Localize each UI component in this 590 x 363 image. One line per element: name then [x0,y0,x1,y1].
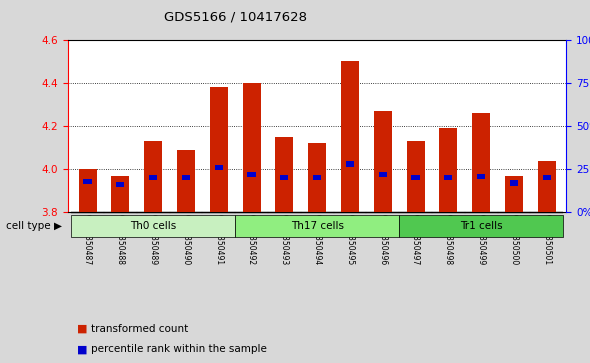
Bar [537,161,556,212]
Bar [182,175,190,180]
Bar [149,175,157,180]
FancyBboxPatch shape [235,215,399,237]
Bar [242,83,261,212]
Text: ▶: ▶ [54,221,62,231]
Text: transformed count: transformed count [91,323,189,334]
Bar [543,175,551,180]
Bar [247,172,255,177]
Bar [280,175,289,180]
Text: cell type: cell type [6,221,51,231]
Bar [505,176,523,212]
Bar [276,137,293,212]
Bar [313,175,321,180]
Bar [477,174,485,179]
Bar [407,141,425,212]
Bar [346,162,354,167]
Text: Th0 cells: Th0 cells [130,221,176,231]
Text: ■: ■ [77,323,87,334]
Bar [144,141,162,212]
Text: ■: ■ [77,344,87,354]
Bar [341,61,359,212]
Bar [472,113,490,212]
Bar [440,128,457,212]
Bar [177,150,195,212]
Bar [379,172,387,177]
Bar [373,111,392,212]
Text: Tr1 cells: Tr1 cells [460,221,503,231]
Bar [112,176,129,212]
Text: Th17 cells: Th17 cells [291,221,343,231]
Bar [308,143,326,212]
Bar [209,87,228,212]
Bar [411,175,419,180]
Bar [444,175,453,180]
FancyBboxPatch shape [71,215,235,237]
FancyBboxPatch shape [399,215,563,237]
Bar [78,169,97,212]
Bar [83,179,91,184]
Bar [510,180,518,185]
Text: GDS5166 / 10417628: GDS5166 / 10417628 [165,11,307,24]
Bar [215,165,223,170]
Bar [116,182,124,187]
Text: percentile rank within the sample: percentile rank within the sample [91,344,267,354]
